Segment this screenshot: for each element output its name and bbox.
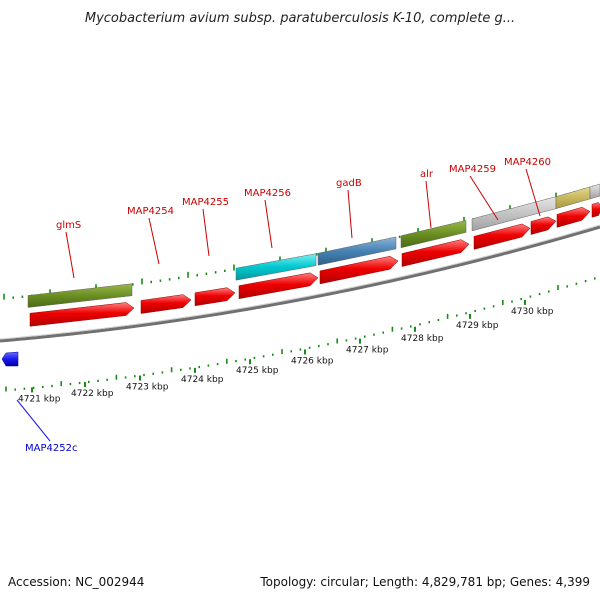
feature-olive-bar [27,283,133,308]
feature-gray-bar [589,183,600,200]
feature-cyan-bar [235,253,317,281]
kbp-scale-label: 4730 kbp [511,307,554,317]
forward-gene-arrow [473,223,531,250]
gene-leader-line [347,189,353,239]
feature-olive-bar [400,220,467,249]
feature-khaki-bar [555,186,591,209]
reverse-gene-label[interactable]: MAP4252c [25,443,77,454]
forward-gene-arrow [319,255,399,285]
forward-gene-arrow [194,287,236,307]
kbp-scale-label: 4723 kbp [126,383,169,393]
map-title: Mycobacterium avium subsp. paratuberculo… [85,11,515,26]
feature-track [27,183,600,308]
reverse-gene-arrow [1,351,19,367]
gene-leader-line [65,231,75,279]
gene-leader-line [148,217,160,265]
kbp-scale-label: 4724 kbp [181,375,224,385]
reverse-gene-track: MAP4252c [1,351,77,454]
gene-label[interactable]: MAP4254 [127,206,174,217]
gene-label[interactable]: alr [420,169,434,180]
gene-label[interactable]: MAP4255 [182,197,229,208]
lower-tick-row [5,277,596,392]
kbp-scale-label: 4727 kbp [346,346,389,356]
backbone-line [0,225,600,343]
gene-label-layer: glmS MAP4254 MAP4255 MAP4256 gadB alr MAP4259 M… [56,157,551,279]
reverse-gene-leader-line [16,399,51,442]
forward-gene-arrow [556,206,591,228]
scale-tick-row: 4721 kbp 4722 kbp 4723 kbp 4724 kbp 4725 kbp… [18,299,554,404]
gene-leader-line [264,199,273,249]
backbone-highlight [0,224,600,340]
gene-label[interactable]: gadB [336,178,362,189]
feature-steelblue-bar [317,236,397,266]
forward-gene-arrow [238,272,319,299]
forward-gene-arrow [591,202,600,218]
kbp-scale-label: 4722 kbp [71,389,114,399]
gene-label[interactable]: MAP4259 [449,164,496,175]
gene-label[interactable]: MAP4256 [244,188,291,199]
kbp-scale-label: 4726 kbp [291,356,334,366]
forward-gene-arrow [140,294,192,314]
forward-gene-track [29,202,600,327]
gene-leader-line [425,180,432,229]
accession-label: Accession: NC_002944 [8,575,144,589]
gene-leader-line [525,168,541,217]
forward-gene-arrow [29,302,135,327]
kbp-scale-label: 4728 kbp [401,334,444,344]
gene-leader-line [469,175,499,221]
kbp-scale-label: 4725 kbp [236,366,279,376]
kbp-scale-label: 4729 kbp [456,321,499,331]
forward-gene-arrow [530,216,557,235]
kbp-scale-label: 4721 kbp [18,394,61,404]
backbone [0,224,600,343]
forward-gene-arrow [401,239,470,267]
topology-label: Topology: circular; Length: 4,829,781 bp… [259,575,590,589]
gene-label[interactable]: MAP4260 [504,157,551,168]
gene-leader-line [202,208,210,257]
gene-label[interactable]: glmS [56,220,81,231]
